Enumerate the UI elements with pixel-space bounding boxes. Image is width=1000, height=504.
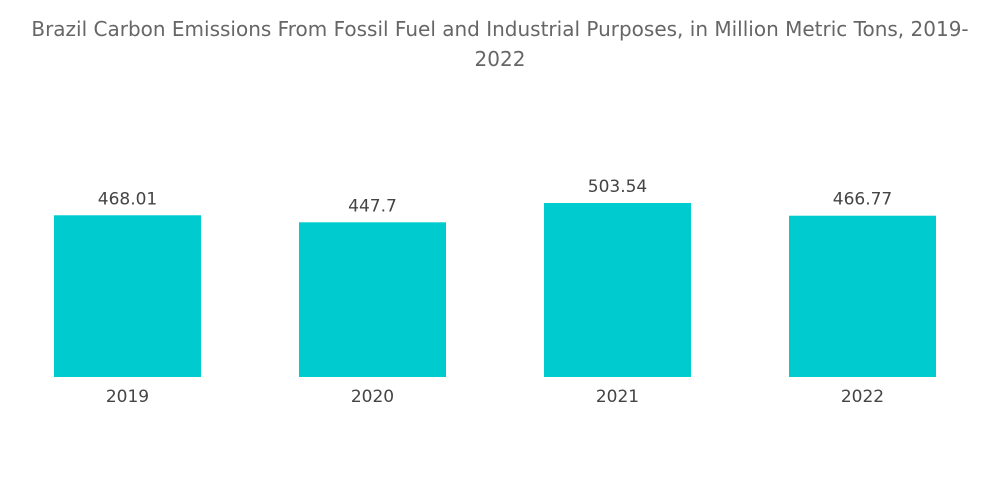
- bar: [789, 215, 936, 377]
- chart-title: Brazil Carbon Emissions From Fossil Fuel…: [31, 17, 969, 71]
- x-tick-label: 2020: [351, 387, 394, 407]
- bar: [299, 222, 446, 377]
- x-tick-label: 2022: [841, 387, 884, 407]
- bar: [54, 215, 201, 377]
- x-tick-label: 2021: [596, 387, 639, 407]
- bar: [544, 203, 691, 377]
- value-label: 468.01: [98, 189, 157, 209]
- x-tick-label: 2019: [106, 387, 149, 407]
- value-label: 503.54: [588, 177, 647, 197]
- value-label: 466.77: [833, 190, 892, 210]
- value-label: 447.7: [348, 196, 397, 216]
